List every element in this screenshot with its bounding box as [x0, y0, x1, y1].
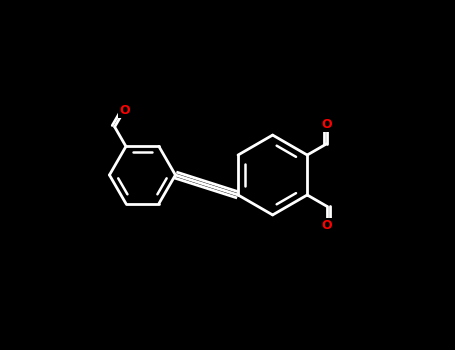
Text: O: O — [321, 219, 332, 232]
Text: O: O — [321, 118, 332, 131]
Text: O: O — [119, 104, 130, 117]
